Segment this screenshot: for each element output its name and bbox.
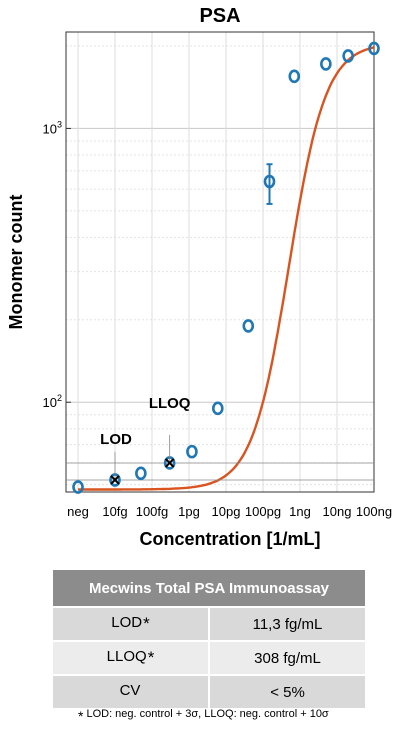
footnote-text: LOD: neg. control + 3σ, LLOQ: neg. contr… <box>86 708 329 720</box>
x-tick-label: 100fg <box>136 504 169 519</box>
row-value: 11,3 fg/mL <box>209 606 365 641</box>
lod-marker <box>110 475 120 485</box>
table-row: LOD* 11,3 fg/mL <box>53 606 365 641</box>
footnote: * LOD: neg. control + 3σ, LLOQ: neg. cont… <box>78 708 329 724</box>
data-point <box>135 466 147 481</box>
row-label: CV <box>119 682 141 699</box>
table-row: LLOQ* 308 fg/mL <box>53 640 365 675</box>
x-tick-label: 1pg <box>178 504 200 519</box>
lod-label: LOD <box>100 431 132 448</box>
table-title: Mecwins Total PSA Immunoassay <box>53 570 365 607</box>
y-tick-label: 103 <box>43 119 62 136</box>
x-tick-label: 100ng <box>356 504 392 519</box>
row-value: 308 fg/mL <box>209 640 365 675</box>
lloq-marker <box>164 458 175 468</box>
data-point <box>320 57 332 71</box>
data-point <box>263 174 276 189</box>
row-label-cell: CV <box>53 674 210 708</box>
plot-frame <box>65 31 375 493</box>
x-tick-label: 10pg <box>212 504 241 519</box>
row-star: * <box>143 614 150 633</box>
x-tick-label: 100pg <box>245 504 281 519</box>
x-tick-label: neg <box>67 504 89 519</box>
data-point <box>342 49 354 63</box>
x-tick-label: 1ng <box>289 504 311 519</box>
row-label: LLOQ <box>106 648 147 665</box>
row-label-cell: LOD* <box>53 606 210 641</box>
table-row: CV < 5% <box>53 674 365 708</box>
results-table: Mecwins Total PSA Immunoassay LOD* 11,3 … <box>53 570 365 708</box>
data-point <box>368 41 380 56</box>
psa-chart: PSA 102 103 neg 10fg 100fg 1pg 10pg 100pg 1ng 10ng… <box>6 5 392 549</box>
row-label-cell: LLOQ* <box>53 640 210 675</box>
footnote-star: * <box>78 708 84 724</box>
x-tick-label: 10fg <box>102 504 127 519</box>
y-axis-label: Monomer count <box>6 195 26 330</box>
lloq-label: LLOQ <box>149 395 191 412</box>
y-tick-label: 102 <box>43 393 62 410</box>
data-point <box>72 480 84 494</box>
fit-curve <box>78 46 375 491</box>
x-tick-label: 10ng <box>323 504 352 519</box>
data-point <box>186 444 198 459</box>
row-label: LOD <box>111 614 143 631</box>
data-point <box>288 69 301 84</box>
assay-summary-table: Mecwins Total PSA Immunoassay LOD* 11,3 … <box>53 570 365 708</box>
row-star: * <box>147 648 155 667</box>
data-point <box>242 319 255 333</box>
x-axis-label: Concentration [1/mL] <box>139 529 320 549</box>
data-point <box>211 401 224 416</box>
row-value: < 5% <box>209 674 365 708</box>
chart-svg: PSA 102 103 neg 10fg 100fg 1pg 10pg 100pg 1ng 10ng… <box>6 5 392 549</box>
chart-title: PSA <box>199 5 240 27</box>
